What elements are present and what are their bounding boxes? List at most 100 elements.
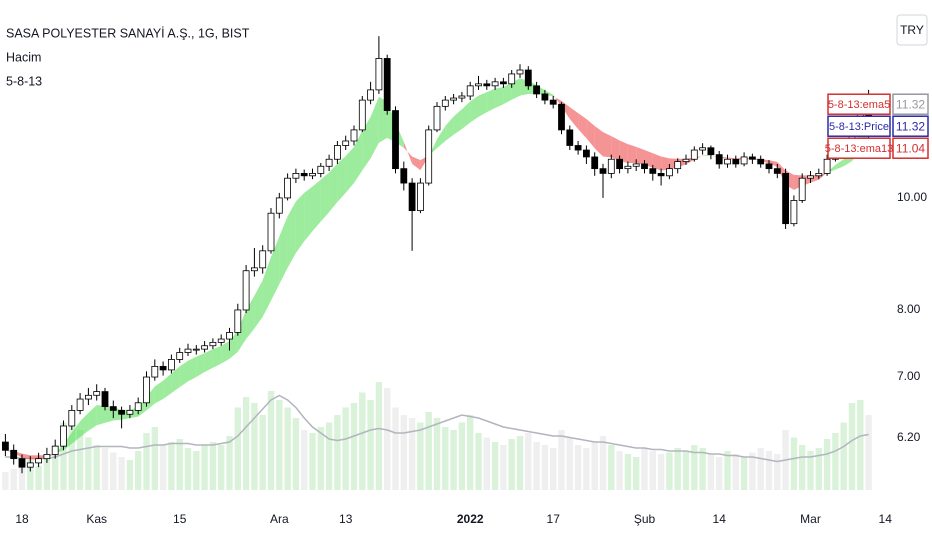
x-tick-label: Ara [270, 512, 289, 526]
x-tick-label: 14 [713, 512, 727, 526]
ema-cloud-segment [80, 412, 89, 438]
candle-body [516, 69, 524, 75]
candle-body [732, 158, 740, 165]
x-tick-label: 18 [15, 512, 29, 526]
candle-body [18, 458, 26, 468]
volume-bar [317, 427, 324, 490]
candle-body [574, 145, 582, 151]
candle-body [259, 250, 267, 269]
volume-bar [159, 445, 167, 490]
candle-body [126, 410, 134, 415]
volume-bar [516, 436, 524, 490]
volume-bar [749, 452, 756, 490]
volume-bar [76, 430, 84, 490]
volume-bar [691, 445, 698, 490]
volume-bar [242, 397, 250, 490]
candle-body [35, 458, 42, 464]
axes-layer: 10.00 8.00 7.00 6.20 18 Kas 15 Ara 13 2022 17 Şub 14… [15, 190, 927, 526]
ema-cloud-segment [710, 155, 720, 159]
ema-cloud-segment [644, 150, 653, 168]
candle-layer [2, 36, 872, 474]
x-tick-label: 13 [339, 512, 353, 526]
volume-bar [18, 463, 26, 490]
candle-body [591, 156, 599, 170]
ema-cloud-segment [146, 386, 155, 411]
volume-bar [757, 448, 764, 490]
x-tick-label: 14 [879, 512, 893, 526]
volume-bar [384, 388, 391, 490]
candle-body [749, 156, 756, 160]
candle-body [68, 410, 76, 427]
price-tag-value: 11.04 [896, 141, 925, 155]
volume-bar [27, 460, 34, 490]
candle-body [176, 352, 184, 360]
volume-bar [85, 437, 92, 490]
ema-cloud-segment [362, 116, 371, 171]
candle-body [309, 173, 316, 177]
candle-body [400, 168, 408, 184]
volume-bar [35, 466, 42, 490]
candle-body [599, 168, 607, 174]
candle-body [209, 341, 217, 347]
candle-body [724, 158, 731, 165]
candle-body [549, 99, 557, 105]
candle-body [475, 83, 482, 87]
ema-cloud-segment [295, 192, 305, 254]
volume-bar [126, 460, 134, 490]
volume-bar [624, 454, 632, 490]
ema-cloud-segment [345, 146, 354, 193]
candle-body [60, 425, 67, 447]
volume-bar [740, 457, 748, 490]
candle-body [632, 163, 640, 167]
candle-body [740, 156, 748, 165]
volume-bar [226, 436, 233, 490]
candle-body [26, 462, 34, 468]
price-tag-value-box [892, 115, 929, 137]
volume-bar [840, 422, 847, 490]
volume-bar [284, 407, 291, 490]
legend-item[interactable]: 5-8-13 [6, 74, 42, 88]
candle-body [416, 182, 424, 212]
candle-body [250, 267, 258, 272]
ema-cloud-segment [461, 101, 471, 130]
ema-cloud-segment [370, 96, 379, 159]
ema-cloud-segment [221, 341, 230, 364]
candle-body [458, 95, 466, 99]
ema-cloud-segment [96, 405, 105, 426]
candle-body [499, 81, 507, 85]
legend-item[interactable]: Hacim [6, 50, 41, 64]
volume-bar [234, 407, 241, 490]
candle-body [93, 391, 101, 396]
price-tag-label: 5-8-13:ema13 [825, 143, 894, 155]
candle-body [425, 129, 433, 184]
candle-body [226, 332, 233, 340]
candle-body [466, 85, 474, 97]
candle-body [292, 173, 300, 179]
volume-bar [2, 472, 9, 490]
volume-bar [550, 448, 557, 490]
ema-cloud-layer [5, 78, 869, 460]
volume-bar [525, 433, 532, 490]
candle-body [583, 149, 590, 158]
volume-bar [168, 442, 175, 490]
volume-bar [350, 403, 358, 490]
ema-cloud-segment [71, 421, 81, 444]
ema-cloud-segment [88, 405, 97, 431]
volume-bar [135, 451, 142, 490]
ema-cloud-segment [237, 309, 247, 352]
volume-bar [367, 400, 374, 490]
volume-bar [790, 437, 798, 490]
volume-bar [43, 457, 51, 490]
currency-box[interactable] [896, 14, 928, 46]
candle-body [101, 391, 109, 407]
candle-body [201, 345, 209, 350]
candle-body [192, 348, 200, 351]
currency-label[interactable]: TRY [900, 23, 924, 37]
candle-body [134, 402, 142, 411]
ema-cloud-segment [354, 130, 363, 184]
candle-body [533, 85, 540, 95]
candle-body [524, 69, 532, 87]
candle-body [707, 147, 715, 156]
candle-body [2, 441, 9, 451]
volume-bar [533, 442, 540, 490]
